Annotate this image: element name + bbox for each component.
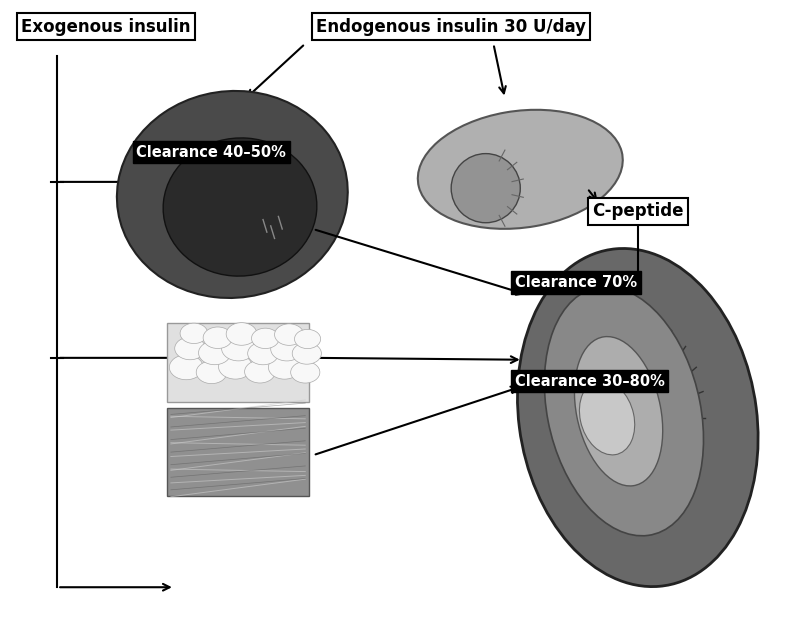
Ellipse shape bbox=[418, 110, 623, 229]
Ellipse shape bbox=[291, 361, 320, 383]
Bar bbox=[167, 408, 309, 496]
Ellipse shape bbox=[274, 324, 303, 346]
Text: Clearance 30–80%: Clearance 30–80% bbox=[515, 373, 665, 389]
Ellipse shape bbox=[452, 153, 520, 223]
Ellipse shape bbox=[221, 336, 255, 361]
Text: C-peptide: C-peptide bbox=[592, 202, 683, 221]
Ellipse shape bbox=[117, 91, 348, 298]
Ellipse shape bbox=[579, 380, 634, 455]
Ellipse shape bbox=[180, 323, 208, 344]
Ellipse shape bbox=[295, 330, 321, 349]
Ellipse shape bbox=[251, 328, 279, 349]
Ellipse shape bbox=[196, 361, 227, 384]
Ellipse shape bbox=[247, 342, 278, 365]
Ellipse shape bbox=[292, 343, 322, 364]
Ellipse shape bbox=[269, 356, 301, 379]
Bar bbox=[167, 323, 309, 402]
Ellipse shape bbox=[574, 337, 663, 486]
Ellipse shape bbox=[271, 337, 303, 361]
Text: Clearance 40–50%: Clearance 40–50% bbox=[136, 145, 286, 160]
Text: Exogenous insulin: Exogenous insulin bbox=[20, 18, 191, 36]
Ellipse shape bbox=[218, 354, 252, 379]
Ellipse shape bbox=[226, 323, 257, 346]
Ellipse shape bbox=[545, 287, 704, 536]
Ellipse shape bbox=[518, 249, 758, 586]
Ellipse shape bbox=[199, 341, 231, 365]
Text: Clearance 70%: Clearance 70% bbox=[515, 275, 637, 290]
Ellipse shape bbox=[163, 138, 317, 276]
Ellipse shape bbox=[169, 355, 203, 380]
Ellipse shape bbox=[203, 327, 232, 349]
Ellipse shape bbox=[244, 360, 275, 383]
Text: Endogenous insulin 30 U/day: Endogenous insulin 30 U/day bbox=[316, 18, 586, 36]
Ellipse shape bbox=[175, 337, 206, 359]
